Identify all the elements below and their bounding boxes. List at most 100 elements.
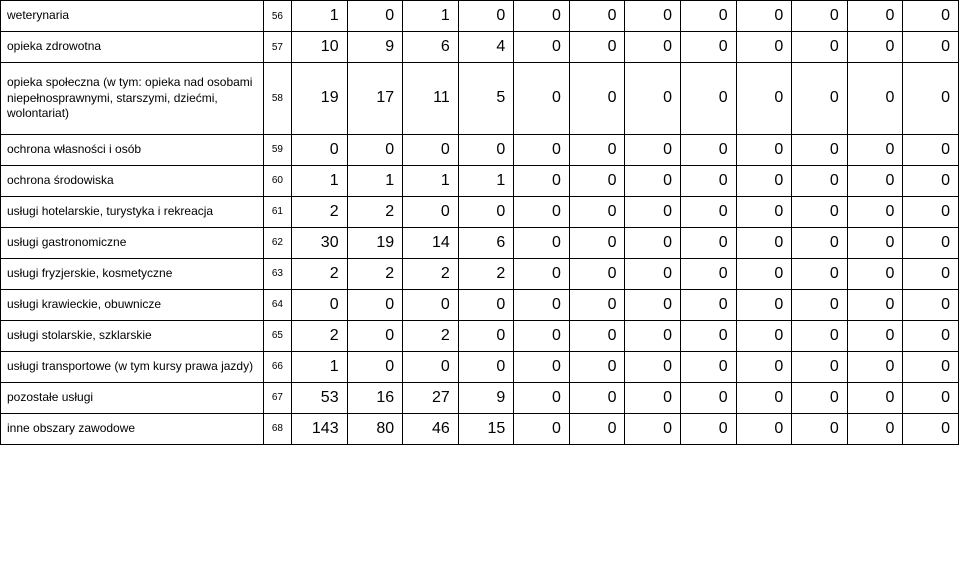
cell-value: 0 — [736, 320, 792, 351]
cell-value: 0 — [903, 289, 959, 320]
cell-value: 0 — [681, 227, 737, 258]
row-label: usługi krawieckie, obuwnicze — [1, 289, 264, 320]
cell-value: 0 — [514, 196, 570, 227]
cell-value: 0 — [569, 165, 625, 196]
cell-value: 0 — [903, 320, 959, 351]
cell-value: 0 — [625, 134, 681, 165]
cell-value: 0 — [792, 32, 848, 63]
cell-value: 0 — [569, 134, 625, 165]
cell-value: 0 — [792, 227, 848, 258]
cell-value: 0 — [847, 320, 903, 351]
table-row: opieka zdrowotna571096400000000 — [1, 32, 959, 63]
cell-value: 2 — [292, 196, 348, 227]
cell-value: 0 — [736, 382, 792, 413]
table-row: usługi fryzjerskie, kosmetyczne632222000… — [1, 258, 959, 289]
cell-value: 2 — [347, 196, 403, 227]
cell-value: 2 — [292, 320, 348, 351]
row-label: opieka zdrowotna — [1, 32, 264, 63]
cell-value: 0 — [625, 63, 681, 135]
cell-value: 0 — [625, 165, 681, 196]
cell-value: 0 — [903, 351, 959, 382]
cell-value: 46 — [403, 413, 459, 444]
cell-value: 0 — [514, 165, 570, 196]
cell-value: 0 — [736, 227, 792, 258]
cell-value: 0 — [514, 227, 570, 258]
cell-value: 1 — [403, 165, 459, 196]
row-number: 66 — [263, 351, 291, 382]
cell-value: 0 — [569, 196, 625, 227]
table-row: pozostałe usługi67531627900000000 — [1, 382, 959, 413]
cell-value: 0 — [681, 165, 737, 196]
row-number: 58 — [263, 63, 291, 135]
cell-value: 2 — [403, 258, 459, 289]
cell-value: 0 — [569, 320, 625, 351]
cell-value: 0 — [847, 165, 903, 196]
table-row: usługi krawieckie, obuwnicze640000000000… — [1, 289, 959, 320]
cell-value: 0 — [681, 196, 737, 227]
cell-value: 0 — [792, 196, 848, 227]
row-label: ochrona własności i osób — [1, 134, 264, 165]
row-label: opieka społeczna (w tym: opieka nad osob… — [1, 63, 264, 135]
row-number: 59 — [263, 134, 291, 165]
cell-value: 0 — [569, 382, 625, 413]
row-label: pozostałe usługi — [1, 382, 264, 413]
cell-value: 0 — [903, 32, 959, 63]
cell-value: 0 — [792, 165, 848, 196]
cell-value: 0 — [792, 258, 848, 289]
row-label: usługi stolarskie, szklarskie — [1, 320, 264, 351]
cell-value: 19 — [347, 227, 403, 258]
cell-value: 0 — [403, 196, 459, 227]
cell-value: 0 — [625, 227, 681, 258]
cell-value: 0 — [458, 351, 514, 382]
cell-value: 0 — [625, 289, 681, 320]
row-label: usługi fryzjerskie, kosmetyczne — [1, 258, 264, 289]
cell-value: 0 — [681, 413, 737, 444]
cell-value: 0 — [903, 413, 959, 444]
row-label: usługi transportowe (w tym kursy prawa j… — [1, 351, 264, 382]
table-row: inne obszary zawodowe6814380461500000000 — [1, 413, 959, 444]
cell-value: 1 — [403, 1, 459, 32]
cell-value: 0 — [903, 165, 959, 196]
cell-value: 0 — [625, 196, 681, 227]
cell-value: 0 — [792, 1, 848, 32]
cell-value: 0 — [792, 413, 848, 444]
cell-value: 0 — [903, 1, 959, 32]
cell-value: 10 — [292, 32, 348, 63]
cell-value: 0 — [625, 320, 681, 351]
cell-value: 0 — [736, 289, 792, 320]
cell-value: 0 — [403, 134, 459, 165]
cell-value: 0 — [625, 382, 681, 413]
cell-value: 2 — [458, 258, 514, 289]
table-row: usługi hotelarskie, turystyka i rekreacj… — [1, 196, 959, 227]
cell-value: 0 — [847, 63, 903, 135]
table-row: usługi transportowe (w tym kursy prawa j… — [1, 351, 959, 382]
cell-value: 0 — [569, 289, 625, 320]
cell-value: 0 — [569, 32, 625, 63]
cell-value: 0 — [736, 32, 792, 63]
cell-value: 0 — [514, 1, 570, 32]
cell-value: 6 — [458, 227, 514, 258]
cell-value: 0 — [292, 134, 348, 165]
cell-value: 0 — [625, 1, 681, 32]
cell-value: 0 — [569, 227, 625, 258]
cell-value: 143 — [292, 413, 348, 444]
cell-value: 1 — [458, 165, 514, 196]
cell-value: 0 — [458, 134, 514, 165]
cell-value: 0 — [569, 413, 625, 444]
cell-value: 0 — [736, 196, 792, 227]
cell-value: 2 — [292, 258, 348, 289]
row-label: inne obszary zawodowe — [1, 413, 264, 444]
cell-value: 0 — [569, 1, 625, 32]
cell-value: 0 — [569, 63, 625, 135]
cell-value: 6 — [403, 32, 459, 63]
cell-value: 0 — [847, 413, 903, 444]
cell-value: 0 — [736, 1, 792, 32]
cell-value: 1 — [292, 1, 348, 32]
cell-value: 2 — [403, 320, 459, 351]
cell-value: 17 — [347, 63, 403, 135]
cell-value: 0 — [736, 413, 792, 444]
cell-value: 27 — [403, 382, 459, 413]
row-label: ochrona środowiska — [1, 165, 264, 196]
cell-value: 0 — [681, 63, 737, 135]
cell-value: 11 — [403, 63, 459, 135]
